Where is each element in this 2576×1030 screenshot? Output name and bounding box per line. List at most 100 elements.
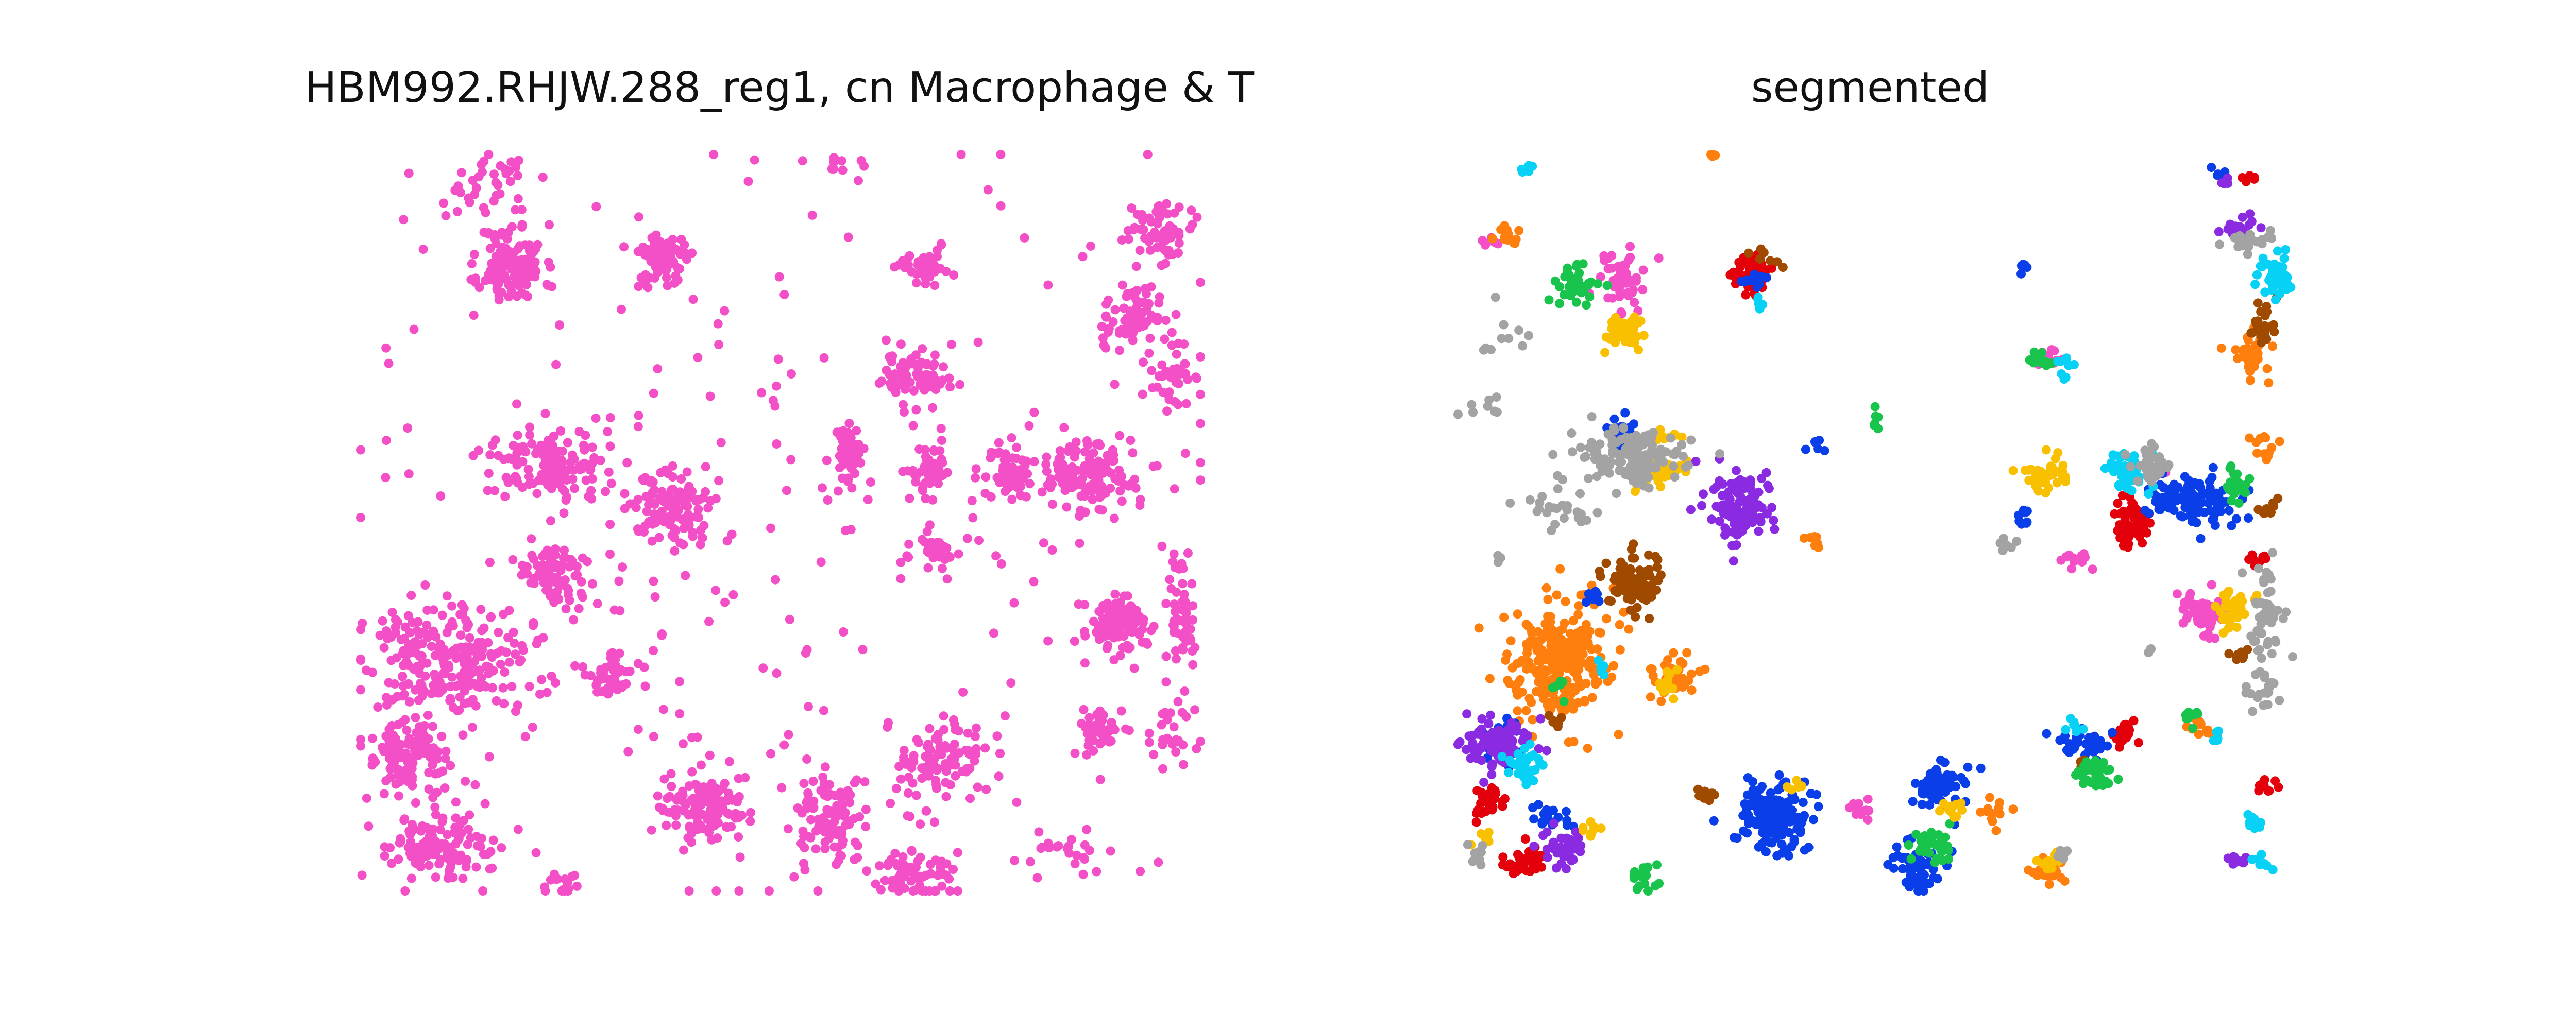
cell-point <box>480 799 490 809</box>
cell-point <box>555 460 565 470</box>
cell-point <box>1944 846 1953 855</box>
cell-point <box>899 400 908 409</box>
cell-point <box>820 827 829 837</box>
cell-point <box>461 776 470 786</box>
cell-point <box>591 680 601 690</box>
cell-point <box>1609 661 1618 671</box>
cell-point <box>882 366 891 375</box>
cell-point <box>703 503 713 513</box>
cell-point <box>1181 399 1191 408</box>
cell-point <box>2251 437 2261 447</box>
cell-point <box>485 450 495 460</box>
cell-point <box>471 862 481 872</box>
cell-point <box>657 629 667 639</box>
cell-point <box>445 696 455 706</box>
cell-point <box>1091 459 1100 469</box>
cell-point <box>679 845 688 855</box>
cell-point <box>2211 602 2221 611</box>
cell-point <box>466 668 476 678</box>
cell-point <box>1191 372 1201 382</box>
cell-point <box>1117 496 1127 506</box>
cell-point <box>2262 364 2272 373</box>
cell-point <box>1126 601 1136 611</box>
cell-point <box>491 178 501 187</box>
cell-point <box>667 782 676 792</box>
cell-point <box>734 886 744 896</box>
cell-point <box>2115 509 2125 519</box>
cell-point <box>426 833 436 843</box>
cell-point <box>1180 597 1190 606</box>
cell-point <box>844 419 854 428</box>
cell-point <box>650 485 659 495</box>
cell-point <box>921 279 930 289</box>
cell-point <box>1615 620 1624 629</box>
cell-point <box>942 468 952 477</box>
cell-point <box>417 821 427 831</box>
cell-point <box>567 450 577 460</box>
cell-point <box>1110 589 1120 599</box>
cell-point <box>1029 577 1039 587</box>
cell-point <box>1528 664 1538 674</box>
cell-point <box>2183 610 2193 620</box>
cell-point <box>1029 407 1039 417</box>
cell-point <box>1187 579 1197 589</box>
cell-point <box>497 843 506 853</box>
cell-point <box>1506 748 1516 758</box>
cell-point <box>1774 830 1784 839</box>
cell-point <box>933 870 943 880</box>
cell-point <box>1552 590 1562 600</box>
cell-point <box>533 561 543 571</box>
cell-point <box>454 705 464 715</box>
right-panel-scatter <box>1453 150 2297 896</box>
cell-point <box>403 843 413 852</box>
cell-point <box>1936 755 1945 765</box>
cell-point <box>1607 293 1617 303</box>
cell-point <box>1190 705 1200 715</box>
cell-point <box>2227 521 2236 530</box>
cell-point <box>2226 461 2236 471</box>
cell-point <box>675 264 685 273</box>
cell-point <box>1625 591 1635 601</box>
cell-point <box>472 648 482 658</box>
cell-point <box>1043 480 1053 490</box>
cell-point <box>1612 323 1621 333</box>
cell-point <box>774 272 784 282</box>
cell-point <box>666 769 676 779</box>
cell-point <box>2064 550 2074 560</box>
cell-point <box>1522 664 1531 674</box>
cell-point <box>1528 715 1537 725</box>
cell-point <box>1104 323 1114 333</box>
cell-point <box>509 627 518 637</box>
cell-point <box>1654 253 1664 263</box>
cell-point <box>1741 290 1751 300</box>
cell-point <box>904 252 913 262</box>
cell-point <box>621 679 631 689</box>
cell-point <box>601 487 611 496</box>
cell-point <box>1111 599 1121 609</box>
cell-point <box>411 648 421 658</box>
cell-point <box>443 649 452 659</box>
cell-point <box>379 789 389 799</box>
cell-point <box>1776 807 1786 817</box>
cell-point <box>1944 804 1954 814</box>
cell-point <box>1751 802 1761 812</box>
cell-point <box>1060 486 1070 495</box>
cell-point <box>1183 548 1193 558</box>
cell-point <box>1167 328 1177 337</box>
cell-point <box>1005 472 1014 482</box>
cell-point <box>825 780 834 789</box>
cell-point <box>764 886 774 896</box>
cell-point <box>2219 612 2229 622</box>
cell-point <box>1115 431 1125 440</box>
cell-point <box>1455 737 1465 747</box>
cell-point <box>994 438 1004 448</box>
cell-point <box>903 260 913 269</box>
cell-point <box>921 494 930 504</box>
cell-point <box>1555 564 1565 574</box>
cell-point <box>1560 618 1569 628</box>
cell-point <box>909 386 919 396</box>
cell-point <box>1936 834 1946 844</box>
cell-point <box>785 614 794 624</box>
cell-point <box>941 870 951 880</box>
cell-point <box>1043 280 1053 290</box>
